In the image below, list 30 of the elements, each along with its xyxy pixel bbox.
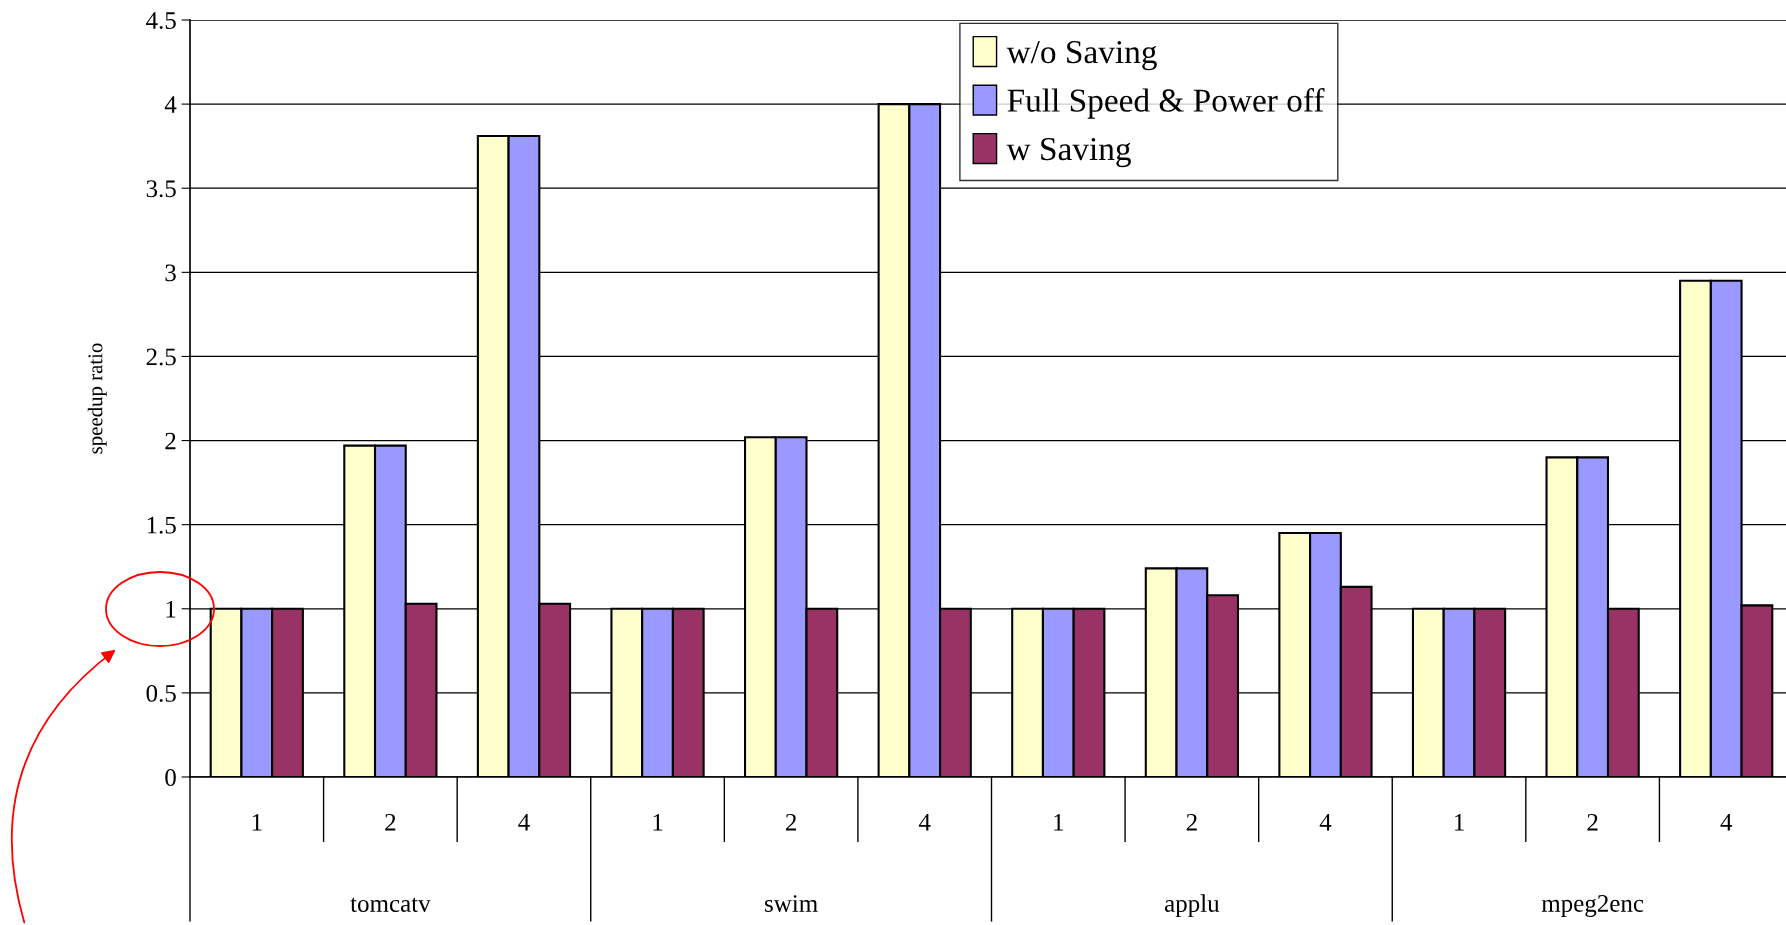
y-tick-label: 3.5 [146,180,176,198]
y-tick-label: 2.5 [146,348,176,366]
y-tick-label: 2 [165,432,176,450]
y-tick-label: 4.5 [146,12,176,30]
x-tick-label: 1 [1454,813,1464,831]
text: mpeg2enc [1541,895,1644,918]
x-tick-label: 4 [1720,814,1733,831]
y-tick-label: 3 [165,264,176,282]
y-tick-label: 0 [165,769,176,786]
x-tick-label: 4 [518,814,530,831]
legend-label: w/o Saving [1006,40,1157,71]
x-tick-label: 2 [1186,813,1197,831]
x-tick-label: 1 [653,813,663,831]
x-tick-label: 1 [252,813,262,831]
y-tick-label: 1.5 [147,516,176,534]
x-tick-label: 4 [918,814,931,831]
x-tick-label: 1 [1054,813,1064,831]
y-tick-label: 1 [166,600,176,618]
text: swim [765,895,818,912]
x-tick-label: 2 [385,813,396,831]
x-tick-label: 2 [1587,813,1598,831]
legend-label: Full Speed & Power off [1007,88,1325,119]
y-tick-label: 4 [164,96,177,113]
text: applu [1164,894,1220,918]
text: tomcatv [350,897,431,912]
x-tick-label: 4 [1319,814,1332,831]
y-axis-title: speedup ratio [87,343,107,454]
y-tick-label: 0.5 [146,684,176,702]
x-tick-label: 2 [785,813,796,831]
legend-label: w Saving [1006,137,1131,168]
